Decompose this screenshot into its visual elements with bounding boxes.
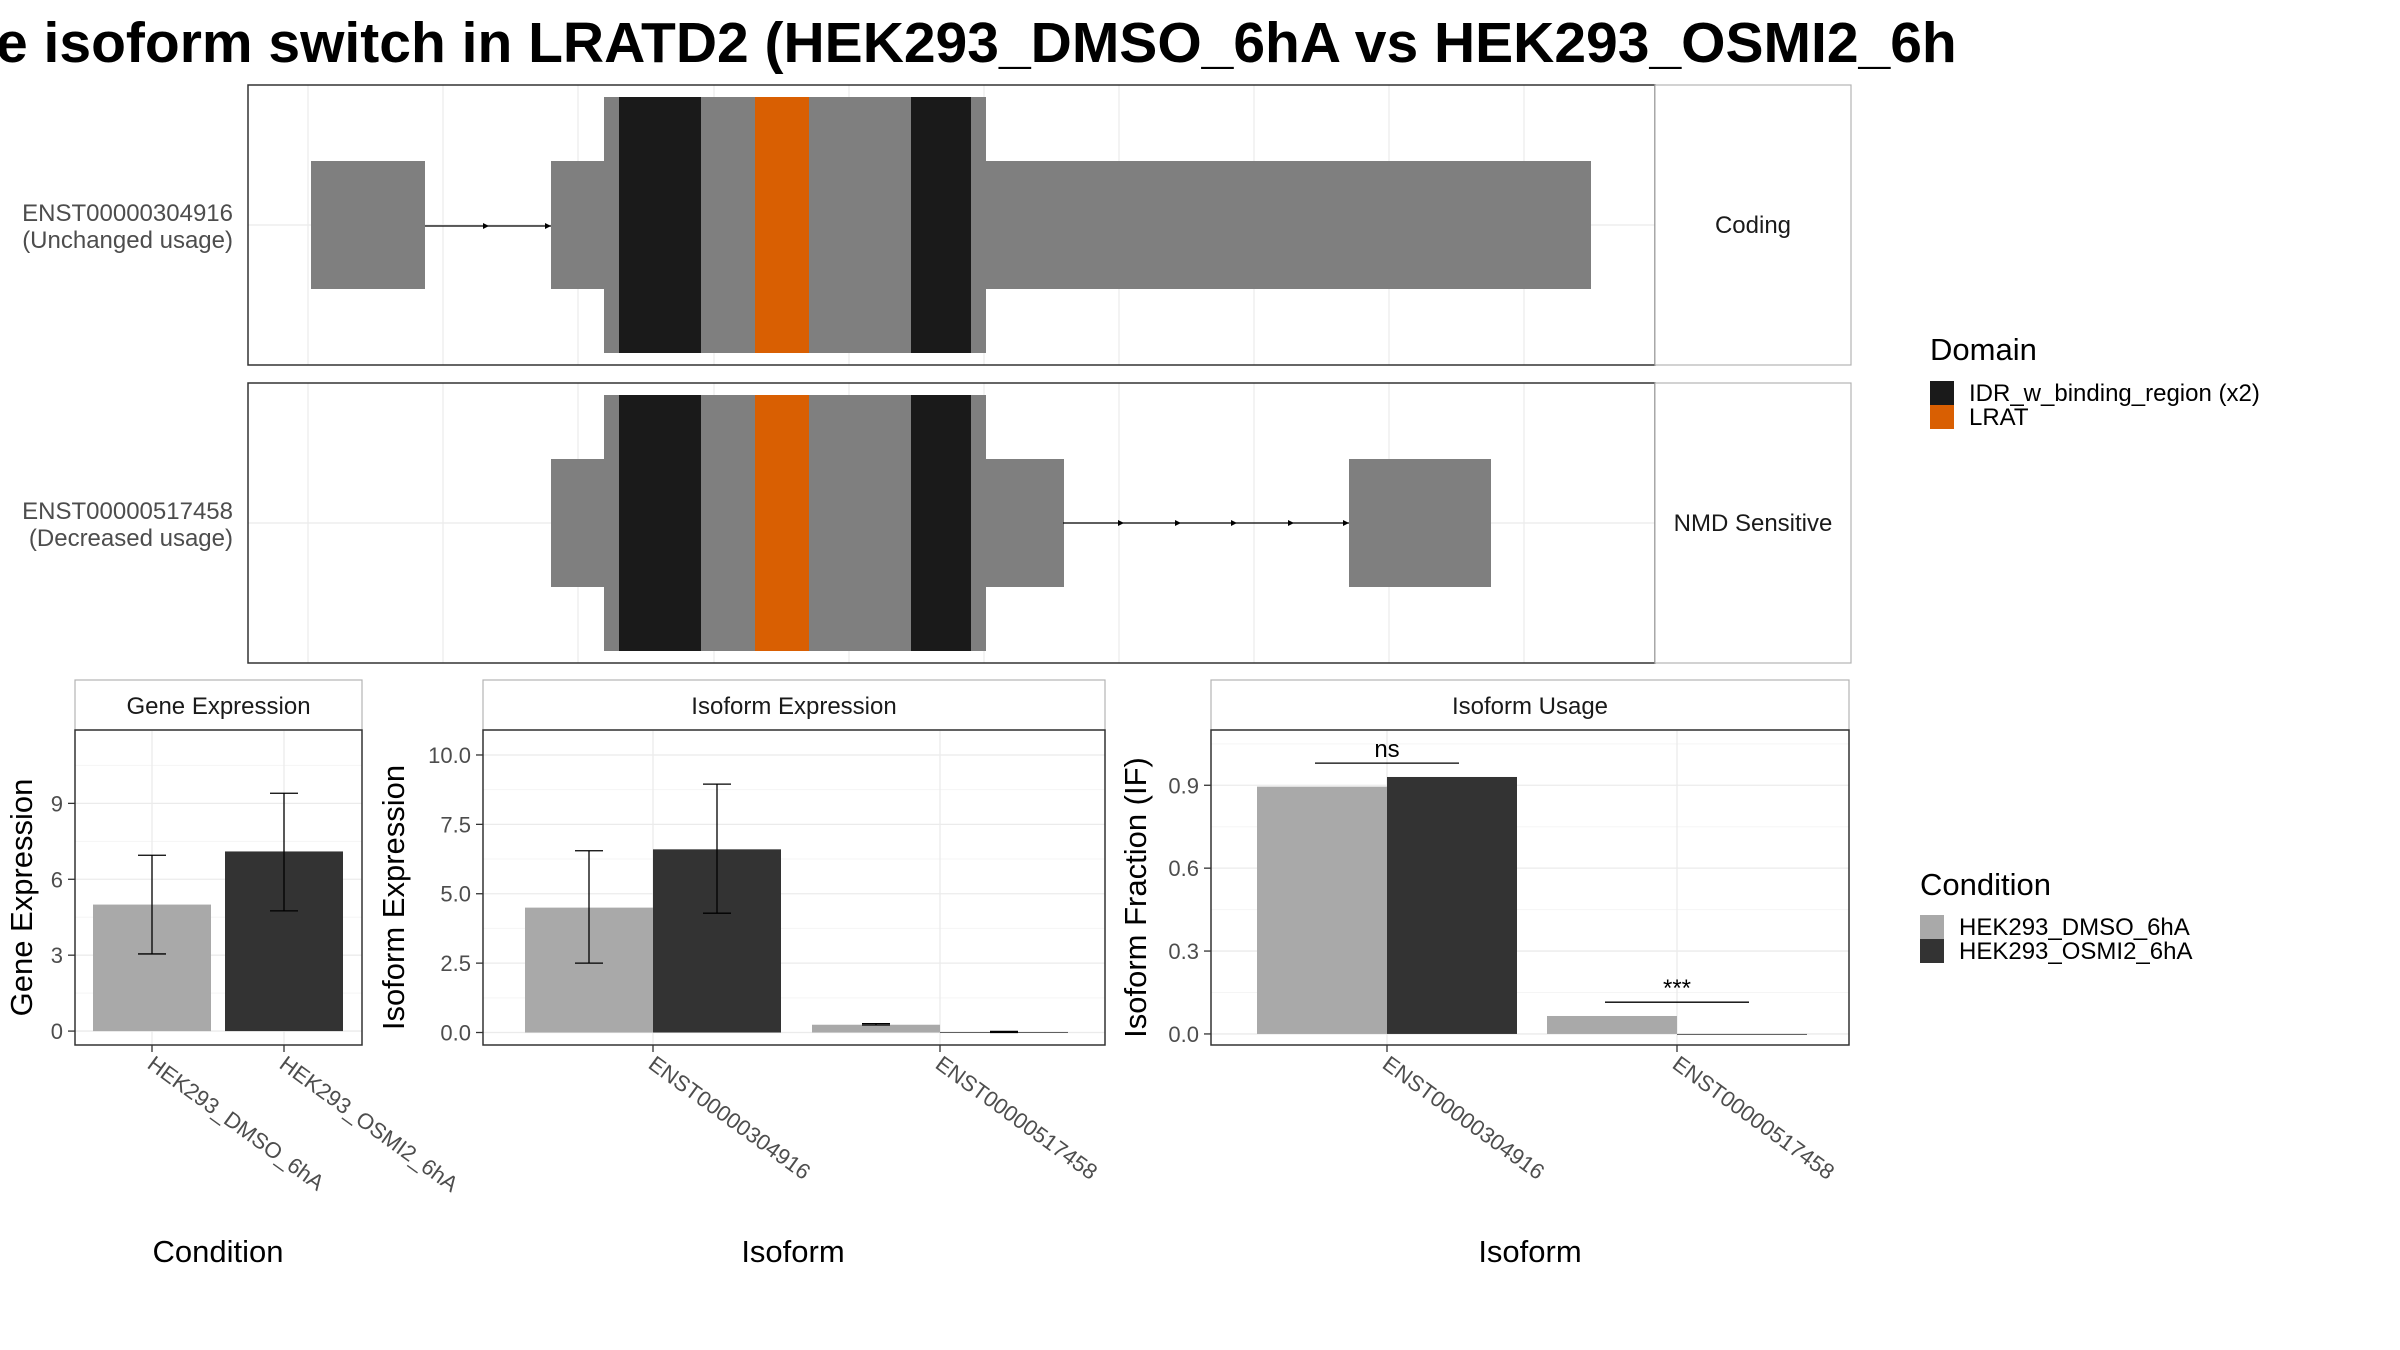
condition-legend-label-2: HEK293_OSMI2_6hA xyxy=(1959,938,2192,965)
y-tick-label: 2.5 xyxy=(440,951,471,976)
y-axis-title: Gene Expression xyxy=(4,779,39,1017)
isoform-usage-panel: Isoform Usage ns *** 0.0 0.3 0.6 0.9 ENST000003… xyxy=(1118,679,1850,1269)
transcript-1-usage: (Unchanged usage) xyxy=(22,227,233,254)
transcript-1-lrat-domain xyxy=(755,97,809,353)
panel-strip xyxy=(1210,679,1850,731)
condition-legend-key-1 xyxy=(1920,915,1944,939)
x-axis-title: Isoform xyxy=(741,1234,844,1269)
y-axis-title: Isoform Fraction (IF) xyxy=(1118,757,1153,1038)
y-tick-label: 7.5 xyxy=(440,812,471,837)
y-tick-label: 9 xyxy=(51,791,63,816)
domain-legend-title: Domain xyxy=(1930,332,2037,367)
category-label-1: Coding xyxy=(1715,212,1791,239)
panel-border xyxy=(482,729,1106,1046)
panel-strip-label: Isoform Expression xyxy=(691,693,896,720)
domain-legend-label-2: LRAT xyxy=(1969,404,2029,431)
condition-legend-key-2 xyxy=(1920,939,1944,963)
bar-HEK293_OSMI2_6hA-ENST00000517458 xyxy=(1677,1033,1807,1035)
condition-legend-label-1: HEK293_DMSO_6hA xyxy=(1959,914,2190,941)
transcript-2-usage: (Decreased usage) xyxy=(29,525,233,552)
significance-label: *** xyxy=(1663,975,1691,1002)
transcript-1-utr-5 xyxy=(551,161,605,289)
panel-strip-label: Gene Expression xyxy=(126,693,310,720)
x-tick-label: ENST00000304916 xyxy=(644,1051,815,1185)
panel-border xyxy=(74,729,363,1046)
bar-panels: Gene Expression0369HEK293_DMSO_6hAHEK293… xyxy=(4,679,1850,1269)
bar-HEK293_DMSO_6hA-ENST00000517458 xyxy=(812,1024,940,1033)
category-label-2: NMD Sensitive xyxy=(1674,510,1833,537)
category-strip-2 xyxy=(1654,382,1852,664)
x-tick-label: ENST00000304916 xyxy=(1378,1051,1549,1185)
plot-title: e isoform switch in LRATD2 (HEK293_DMSO_… xyxy=(0,11,1957,75)
transcript-structure: Coding NMD Sensitive ENST00000304916 (Un… xyxy=(22,84,1852,664)
transcript-2-intron-arrows xyxy=(1118,520,1349,526)
bar-HEK293_DMSO_6hA-ENST00000517458 xyxy=(1547,1015,1677,1034)
domain-legend-key-2 xyxy=(1930,405,1954,429)
transcript-1-idr-domain-1 xyxy=(619,97,701,353)
transcript-1-idr-domain-2 xyxy=(911,97,971,353)
x-tick-label: ENST00000517458 xyxy=(931,1051,1102,1185)
significance-label: ns xyxy=(1374,736,1399,763)
domain-legend-label-1: IDR_w_binding_region (x2) xyxy=(1969,380,2260,407)
y-tick-label: 0.0 xyxy=(440,1021,471,1046)
transcript-2-id: ENST00000517458 xyxy=(22,498,233,525)
transcript-1-id: ENST00000304916 xyxy=(22,200,233,227)
transcript-1-track xyxy=(311,97,1591,353)
panel-strip xyxy=(74,679,363,731)
y-tick-label: 0.6 xyxy=(1168,856,1199,881)
y-axis-title: Isoform Expression xyxy=(376,765,411,1030)
x-axis-title: Condition xyxy=(153,1234,284,1269)
bar-HEK293_DMSO_6hA-ENST00000304916 xyxy=(1257,786,1387,1034)
bar-HEK293_OSMI2_6hA-ENST00000304916 xyxy=(1387,776,1517,1034)
panel-border xyxy=(1210,729,1850,1046)
condition-legend: Condition HEK293_DMSO_6hA HEK293_OSMI2_6… xyxy=(1920,867,2192,965)
y-tick-label: 0.0 xyxy=(1168,1022,1199,1047)
transcript-2-idr-domain-2 xyxy=(911,395,971,651)
domain-legend: Domain IDR_w_binding_region (x2) LRAT xyxy=(1930,332,2260,431)
transcript-2-track xyxy=(551,395,1491,651)
panel-strip xyxy=(482,679,1106,731)
condition-legend-title: Condition xyxy=(1920,867,2051,902)
transcript-2-exon-last xyxy=(1349,459,1491,587)
transcript-2-utr-3 xyxy=(985,459,1064,587)
transcript-2-lrat-domain xyxy=(755,395,809,651)
transcript-1-exon-1 xyxy=(311,161,425,289)
y-tick-label: 0.3 xyxy=(1168,939,1199,964)
y-tick-label: 0 xyxy=(51,1019,63,1044)
y-tick-label: 0.9 xyxy=(1168,773,1199,798)
x-tick-label: ENST00000517458 xyxy=(1668,1051,1839,1185)
y-tick-label: 5.0 xyxy=(440,882,471,907)
transcript-1-utr-3 xyxy=(985,161,1591,289)
x-axis-title: Isoform xyxy=(1478,1234,1581,1269)
y-tick-label: 10.0 xyxy=(428,743,471,768)
y-tick-label: 6 xyxy=(51,867,63,892)
y-tick-label: 3 xyxy=(51,943,63,968)
isoform-expression-panel: Isoform Expression 0.0 2.5 5.0 7.5 10.0 ENST00… xyxy=(376,679,1106,1269)
transcript-2-idr-domain-1 xyxy=(619,395,701,651)
transcript-2-utr-5 xyxy=(551,459,605,587)
category-strip-1 xyxy=(1654,84,1852,366)
panel-strip-label: Isoform Usage xyxy=(1452,693,1608,720)
domain-legend-key-1 xyxy=(1930,381,1954,405)
